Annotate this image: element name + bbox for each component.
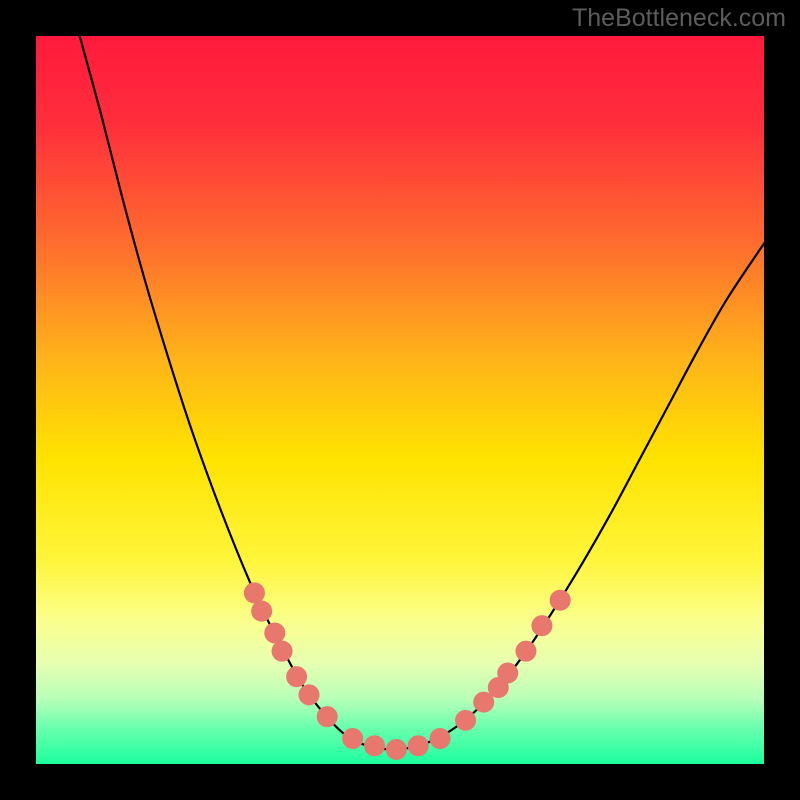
marker-dot — [287, 667, 307, 687]
scatter-markers — [244, 583, 570, 760]
marker-dot — [498, 663, 518, 683]
marker-dot — [244, 583, 264, 603]
chart-frame — [0, 0, 800, 800]
v-curve — [80, 36, 764, 749]
marker-dot — [516, 641, 536, 661]
marker-dot — [474, 692, 494, 712]
watermark-text: TheBottleneck.com — [572, 4, 786, 33]
marker-dot — [299, 685, 319, 705]
plot-area — [36, 36, 764, 764]
marker-dot — [252, 601, 272, 621]
marker-dot — [386, 739, 406, 759]
marker-dot — [272, 641, 292, 661]
marker-dot — [343, 729, 363, 749]
marker-dot — [408, 736, 428, 756]
marker-dot — [550, 590, 570, 610]
marker-dot — [456, 710, 476, 730]
marker-dot — [317, 707, 337, 727]
marker-dot — [365, 736, 385, 756]
marker-dot — [430, 729, 450, 749]
marker-dot — [265, 623, 285, 643]
chart-overlay — [36, 36, 764, 764]
marker-dot — [532, 616, 552, 636]
